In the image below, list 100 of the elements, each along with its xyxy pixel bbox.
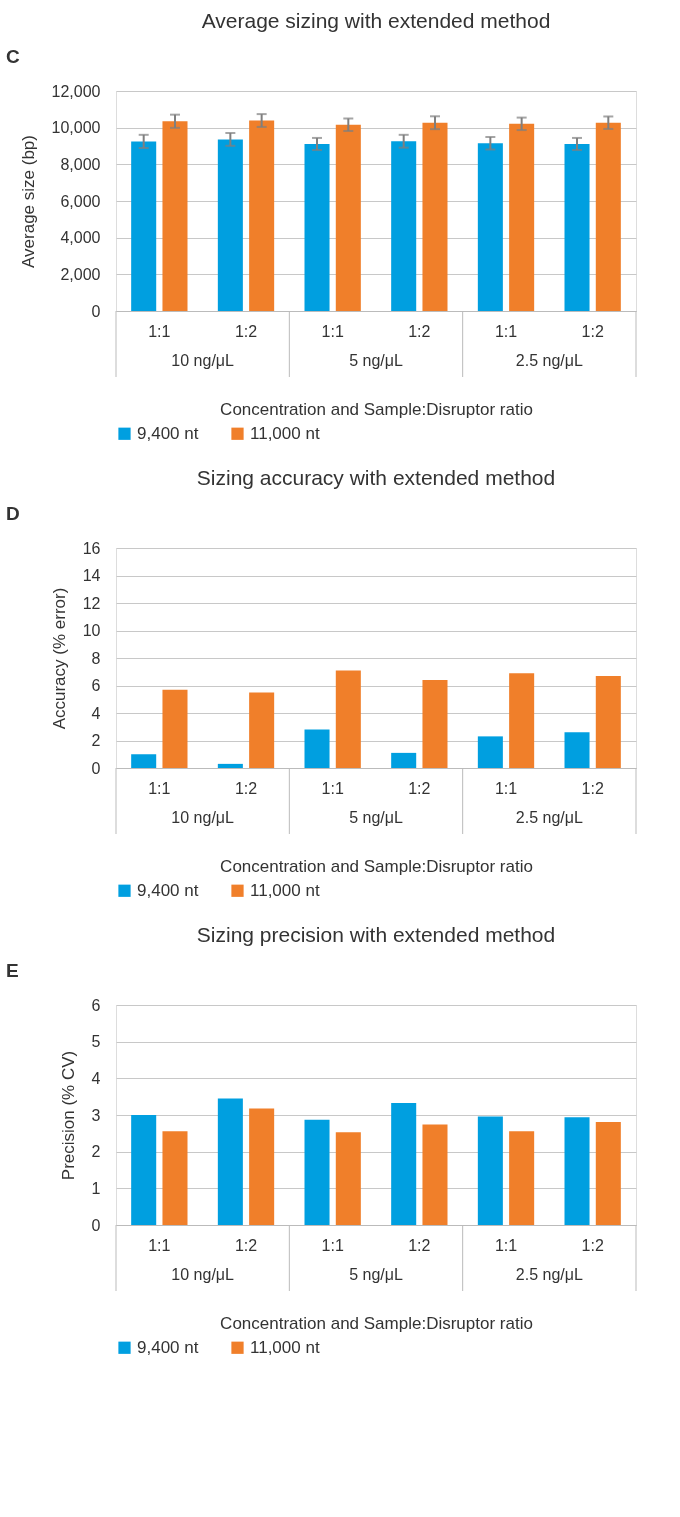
bar	[595, 675, 621, 768]
bar	[249, 1108, 275, 1225]
text: E	[6, 960, 19, 981]
chart-title: Sizing precision with extended method	[196, 923, 556, 946]
text: 10 ng/μL	[171, 809, 235, 826]
text: 5 ng/μL	[349, 809, 403, 826]
x-tick-label: 1:1	[148, 779, 171, 797]
y-tick-label: 6	[91, 677, 101, 694]
bar	[509, 123, 535, 311]
bar	[595, 1121, 621, 1225]
bar	[509, 1131, 535, 1225]
legend-label: 11,000 nt	[250, 880, 320, 900]
text: 5 ng/μL	[349, 352, 403, 369]
x-tick-label: 1:1	[494, 322, 518, 340]
x-tick-label: 1:2	[581, 1236, 604, 1254]
x-tick-label: 1:1	[148, 322, 171, 340]
bar	[162, 689, 188, 768]
text: 2.5 ng/μL	[515, 809, 583, 826]
legend-label: 9,400 nt	[137, 880, 199, 900]
bar	[477, 1116, 503, 1225]
bar	[564, 1117, 590, 1225]
text: 2.5 ng/μL	[515, 1266, 583, 1283]
y-tick-label: 4	[91, 1069, 101, 1087]
y-tick-label: 6	[91, 996, 101, 1014]
y-axis-title: Precision (% CV)	[58, 1050, 78, 1181]
y-tick-label: 14	[82, 567, 101, 584]
y-axis-title: Average size (bp)	[18, 135, 38, 268]
chart-title: Sizing accuracy with extended method	[196, 466, 556, 489]
bar	[217, 139, 243, 311]
y-tick-label: 12,000	[51, 82, 101, 100]
bar	[509, 673, 535, 768]
x-tick-label: 1:2	[234, 1236, 258, 1254]
bar	[477, 143, 503, 311]
bar	[131, 754, 157, 768]
legend-label: 11,000 nt	[250, 1337, 320, 1357]
text: D	[6, 503, 20, 524]
legend-label: 9,400 nt	[137, 423, 199, 443]
y-axis-title: Accuracy (% error)	[49, 587, 69, 730]
y-tick-label: 0	[91, 759, 101, 777]
y-tick-label: 12	[82, 594, 101, 612]
bar	[304, 1119, 330, 1225]
x-tick-label: 1:1	[321, 322, 344, 340]
legend-label: 11,000 nt	[250, 423, 320, 443]
y-tick-label: 16	[82, 539, 101, 557]
bar	[304, 729, 330, 768]
y-tick-label: 2	[91, 732, 101, 749]
bar	[335, 1132, 361, 1225]
y-tick-label: 0	[91, 1216, 101, 1234]
bar	[477, 736, 503, 768]
bar	[335, 124, 361, 311]
x-axis-title: Concentration and Sample:Disruptor ratio	[220, 1313, 533, 1333]
y-tick-label: 5	[91, 1033, 101, 1051]
x-axis-title: Concentration and Sample:Disruptor ratio	[220, 856, 533, 876]
bar	[131, 1115, 157, 1225]
bar	[391, 141, 417, 311]
bar	[391, 752, 417, 768]
x-tick-label: 1:1	[321, 1236, 344, 1254]
y-tick-label: 0	[91, 302, 101, 320]
bar	[335, 670, 361, 768]
text: 10 ng/μL	[171, 352, 235, 369]
bar	[249, 120, 275, 311]
y-tick-label: 1	[91, 1179, 101, 1197]
bar	[304, 143, 330, 311]
bar	[217, 1098, 243, 1225]
bar	[391, 1102, 417, 1225]
y-tick-label: 10	[82, 622, 101, 639]
bar	[595, 122, 621, 311]
bar	[422, 680, 448, 768]
x-tick-label: 1:2	[581, 322, 604, 340]
text: 10 ng/μL	[171, 1266, 235, 1283]
text: 5 ng/μL	[349, 1266, 403, 1283]
bar	[422, 122, 448, 311]
x-tick-label: 1:2	[234, 779, 258, 797]
y-tick-label: 4	[91, 704, 101, 722]
y-tick-label: 3	[91, 1106, 101, 1124]
x-axis-title: Concentration and Sample:Disruptor ratio	[220, 399, 533, 419]
x-tick-label: 1:1	[148, 1236, 171, 1254]
bar	[217, 763, 243, 768]
x-tick-label: 1:2	[234, 322, 258, 340]
bar	[249, 692, 275, 768]
x-tick-label: 1:1	[321, 779, 344, 797]
text: 2.5 ng/μL	[515, 352, 583, 369]
y-tick-label: 10,000	[51, 119, 101, 137]
y-tick-label: 6,000	[60, 192, 101, 210]
x-tick-label: 1:2	[408, 779, 431, 797]
chart-title: Average sizing with extended method	[201, 9, 551, 32]
bar	[564, 732, 590, 768]
bar	[564, 143, 590, 311]
bar	[131, 141, 157, 311]
text: C	[6, 46, 20, 67]
bar	[162, 121, 188, 311]
bar	[162, 1131, 188, 1225]
x-tick-label: 1:2	[408, 1236, 431, 1254]
y-tick-label: 2,000	[60, 265, 101, 283]
x-tick-label: 1:1	[494, 1236, 518, 1254]
bar	[422, 1124, 448, 1225]
y-tick-label: 2	[91, 1143, 101, 1161]
x-tick-label: 1:2	[408, 322, 431, 340]
x-tick-label: 1:1	[494, 779, 518, 797]
x-tick-label: 1:2	[581, 779, 604, 797]
